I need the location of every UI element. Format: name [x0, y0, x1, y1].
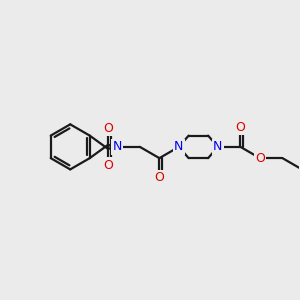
Text: N: N	[113, 140, 122, 153]
Text: O: O	[103, 122, 113, 135]
Text: O: O	[236, 121, 245, 134]
Text: N: N	[174, 140, 184, 153]
Text: N: N	[213, 140, 223, 153]
Text: O: O	[255, 152, 265, 165]
Text: O: O	[154, 171, 164, 184]
Text: O: O	[103, 159, 113, 172]
